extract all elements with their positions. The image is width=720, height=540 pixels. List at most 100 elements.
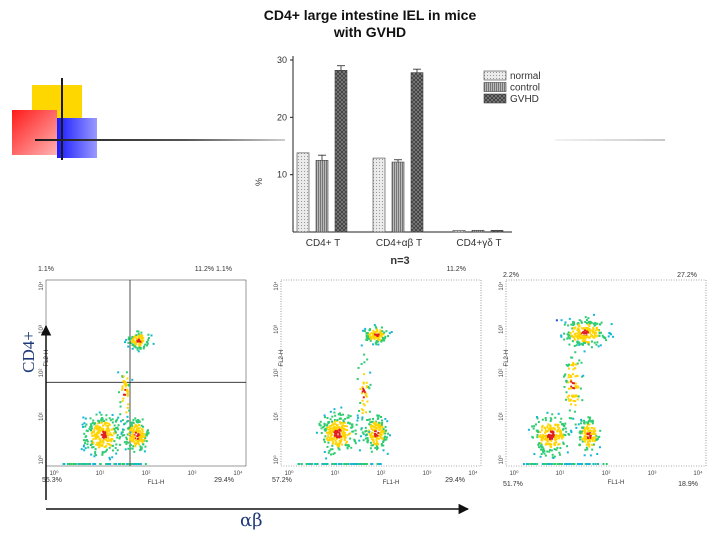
event-dot — [118, 437, 121, 440]
event-dot — [126, 388, 129, 391]
quadrant-percent-top-right: 11.2% — [446, 266, 466, 273]
event-dot — [378, 414, 381, 417]
event-dot — [95, 424, 98, 427]
event-dot — [125, 382, 128, 385]
event-dot — [582, 341, 585, 344]
event-dot — [100, 440, 103, 443]
event-dot — [581, 337, 584, 340]
event-dot — [541, 449, 544, 452]
event-dot — [567, 335, 570, 338]
event-dot — [586, 423, 589, 426]
event-dot — [382, 332, 385, 335]
event-dot — [596, 437, 599, 440]
event-dot — [340, 427, 343, 430]
event-dot — [137, 440, 140, 443]
event-dot — [372, 422, 375, 425]
event-dot — [376, 441, 379, 444]
event-dot — [379, 433, 382, 436]
event-dot — [362, 403, 365, 406]
event-dot — [89, 428, 92, 431]
event-dot — [550, 463, 553, 465]
event-dot — [583, 427, 586, 430]
event-dot — [84, 435, 87, 438]
event-dot — [354, 442, 357, 445]
event-dot — [568, 433, 571, 436]
event-dot — [342, 435, 345, 438]
event-dot — [558, 453, 561, 456]
event-dot — [570, 380, 573, 383]
event-dot — [92, 438, 95, 441]
event-dot — [549, 420, 552, 423]
event-dot — [338, 440, 341, 443]
event-dot — [587, 342, 590, 345]
event-dot — [376, 333, 379, 336]
event-dot — [558, 451, 561, 454]
event-dot — [122, 428, 125, 431]
event-dot — [126, 463, 129, 465]
event-dot — [95, 413, 98, 416]
event-dot — [583, 436, 586, 439]
event-dot — [549, 427, 552, 430]
event-dot — [578, 359, 581, 362]
event-dot — [326, 439, 329, 442]
flow-x-label: FL1-H — [383, 480, 400, 486]
event-dot — [374, 421, 377, 424]
event-dot — [135, 439, 138, 442]
event-dot — [101, 452, 104, 455]
event-dot — [108, 423, 111, 426]
event-dot — [113, 440, 116, 443]
event-dot — [539, 434, 542, 437]
event-dot — [356, 416, 359, 419]
x-tick-label: 10⁰ — [509, 470, 519, 477]
event-dot — [369, 383, 372, 386]
event-dot — [375, 439, 378, 442]
event-dot — [127, 341, 130, 344]
event-dot — [92, 430, 95, 433]
event-dot — [80, 448, 83, 451]
event-dot — [561, 434, 564, 437]
event-dot — [372, 438, 375, 441]
event-dot — [319, 420, 322, 423]
event-dot — [589, 436, 592, 439]
event-dot — [544, 427, 547, 430]
event-dot — [382, 428, 385, 431]
event-dot — [145, 432, 148, 435]
event-dot — [603, 337, 606, 340]
event-dot — [328, 425, 331, 428]
event-dot — [390, 331, 393, 334]
event-dot — [587, 433, 590, 436]
event-dot — [359, 401, 362, 404]
event-dot — [534, 463, 537, 465]
event-dot — [334, 423, 337, 426]
event-dot — [577, 423, 580, 426]
event-dot — [362, 463, 365, 465]
event-dot — [574, 404, 577, 407]
event-dot — [135, 334, 138, 337]
event-dot — [325, 457, 328, 460]
event-dot — [343, 427, 346, 430]
event-dot — [336, 443, 339, 446]
event-dot — [382, 444, 385, 447]
event-dot — [377, 333, 380, 336]
event-dot — [588, 336, 591, 339]
event-dot — [587, 343, 590, 346]
event-dot — [572, 323, 575, 326]
event-dot — [575, 335, 578, 338]
event-dot — [385, 330, 388, 333]
event-dot — [581, 427, 584, 430]
event-dot — [132, 429, 135, 432]
event-dot — [134, 423, 137, 426]
event-dot — [95, 433, 98, 436]
event-dot — [571, 327, 574, 330]
event-dot — [118, 463, 121, 465]
event-dot — [329, 410, 332, 413]
event-dot — [335, 437, 338, 440]
event-dot — [104, 450, 107, 453]
event-dot — [375, 328, 378, 331]
y-tick-label: 10¹ — [39, 412, 45, 421]
event-dot — [581, 432, 584, 435]
y-tick-label: 10⁰ — [498, 455, 505, 465]
event-dot — [591, 422, 594, 425]
event-dot — [105, 418, 108, 421]
event-dot — [114, 431, 117, 434]
